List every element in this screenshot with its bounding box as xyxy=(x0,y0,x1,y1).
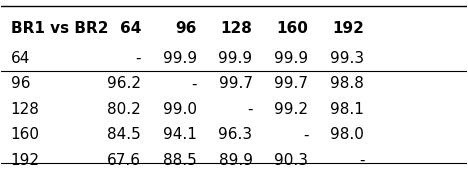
Text: 99.7: 99.7 xyxy=(219,76,253,91)
Text: 67.6: 67.6 xyxy=(107,153,141,168)
Text: 99.2: 99.2 xyxy=(274,102,308,117)
Text: 99.7: 99.7 xyxy=(274,76,308,91)
Text: 160: 160 xyxy=(11,127,40,142)
Text: 99.3: 99.3 xyxy=(330,51,364,66)
Text: 96: 96 xyxy=(11,76,30,91)
Text: 64: 64 xyxy=(120,21,141,36)
Text: 99.9: 99.9 xyxy=(274,51,308,66)
Text: 96.3: 96.3 xyxy=(219,127,253,142)
Text: -: - xyxy=(247,102,253,117)
Text: -: - xyxy=(303,127,308,142)
Text: 64: 64 xyxy=(11,51,30,66)
Text: 99.9: 99.9 xyxy=(163,51,197,66)
Text: 80.2: 80.2 xyxy=(107,102,141,117)
Text: 94.1: 94.1 xyxy=(163,127,197,142)
Text: 192: 192 xyxy=(332,21,364,36)
Text: 98.1: 98.1 xyxy=(330,102,364,117)
Text: -: - xyxy=(359,153,364,168)
Text: 160: 160 xyxy=(277,21,308,36)
Text: 89.9: 89.9 xyxy=(219,153,253,168)
Text: 98.0: 98.0 xyxy=(330,127,364,142)
Text: -: - xyxy=(191,76,197,91)
Text: 128: 128 xyxy=(11,102,40,117)
Text: 88.5: 88.5 xyxy=(163,153,197,168)
Text: 192: 192 xyxy=(11,153,40,168)
Text: 96: 96 xyxy=(176,21,197,36)
Text: 99.9: 99.9 xyxy=(219,51,253,66)
Text: 98.8: 98.8 xyxy=(330,76,364,91)
Text: -: - xyxy=(135,51,141,66)
Text: 90.3: 90.3 xyxy=(274,153,308,168)
Text: 84.5: 84.5 xyxy=(107,127,141,142)
Text: 128: 128 xyxy=(221,21,253,36)
Text: 96.2: 96.2 xyxy=(107,76,141,91)
Text: BR1 vs BR2: BR1 vs BR2 xyxy=(11,21,108,36)
Text: 99.0: 99.0 xyxy=(163,102,197,117)
